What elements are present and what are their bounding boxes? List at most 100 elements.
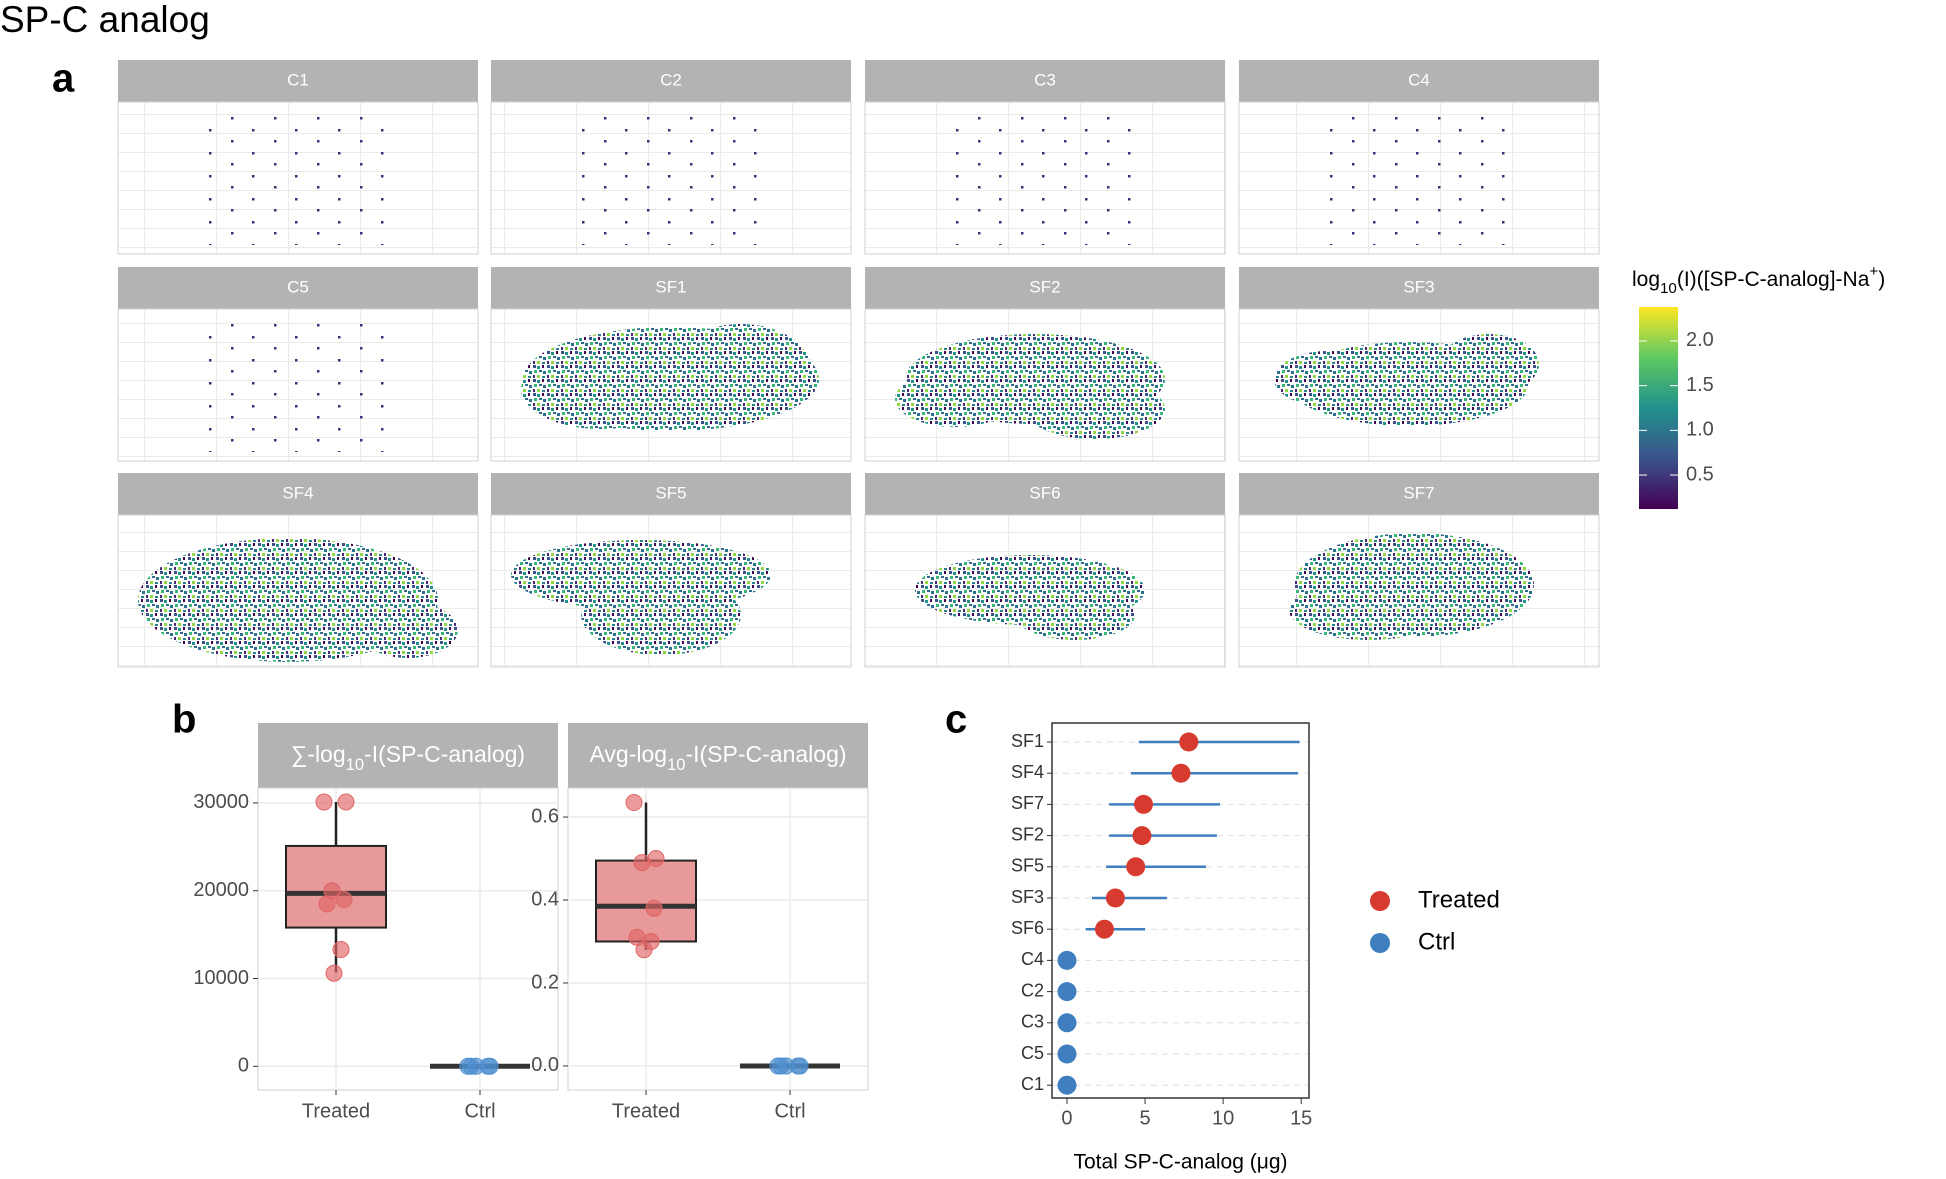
figure-title: SP-C analog [0, 0, 210, 40]
panel-label: a [52, 57, 75, 101]
tissue [895, 371, 1015, 427]
strip-label: SF3 [1403, 277, 1434, 296]
text-part: -I(SP-C-analog) [685, 741, 846, 767]
text-part: log [1632, 268, 1660, 291]
y-tick-label: SF1 [1011, 731, 1044, 751]
y-tick-label: 0.2 [531, 971, 559, 993]
strip [1239, 267, 1599, 309]
strip [491, 60, 851, 102]
y-tick-label: SF5 [1011, 856, 1044, 876]
point [1171, 763, 1191, 783]
y-tick-label: 0.4 [531, 888, 559, 910]
strip-label: SF2 [1029, 277, 1060, 296]
y-tick-label: SF4 [1011, 762, 1044, 782]
text-part: Avg-log [589, 741, 667, 767]
strip [118, 267, 478, 309]
sparse-signal [571, 110, 771, 245]
point [635, 941, 653, 959]
strip-label: C4 [1408, 70, 1430, 89]
strip-label: SF7 [1403, 483, 1434, 502]
point [1057, 1013, 1077, 1033]
panel-label: b [172, 698, 196, 742]
point [633, 854, 651, 872]
point [1179, 732, 1199, 752]
y-tick-label: 20000 [193, 879, 249, 901]
point [335, 890, 353, 908]
tissue-image [945, 110, 1145, 245]
strip [258, 723, 558, 788]
strip-label: C5 [287, 277, 309, 296]
y-tick-label: 0.6 [531, 805, 559, 827]
tissue [1274, 351, 1384, 407]
point [645, 899, 663, 917]
tissue [358, 602, 458, 658]
panel-label: c [945, 698, 967, 742]
tissue [1289, 580, 1449, 640]
point [1105, 888, 1125, 908]
point [1057, 1075, 1077, 1095]
tissue-image [915, 555, 1145, 640]
colorbar-title: log10(I)([SP-C-analog]-Na+) [1632, 263, 1885, 297]
legend-marker [1370, 891, 1390, 911]
colorbar-tick-label: 1.0 [1686, 419, 1714, 441]
y-tick-label: C3 [1021, 1012, 1044, 1032]
strip-label: Avg-log10-I(SP-C-analog) [589, 741, 846, 774]
x-tick-label: 10 [1212, 1107, 1234, 1129]
point [1057, 950, 1077, 970]
tissue-image [1274, 334, 1539, 426]
tissue-image [1319, 110, 1519, 245]
x-tick-label: Ctrl [464, 1100, 495, 1122]
point [1126, 857, 1146, 877]
y-tick-label: 30000 [193, 791, 249, 813]
x-tick-label: 0 [1061, 1107, 1072, 1129]
strip-label: C1 [287, 70, 309, 89]
point [1057, 1044, 1077, 1064]
strip [118, 473, 478, 515]
point [625, 794, 643, 812]
colorbar-tick-label: 2.0 [1686, 329, 1714, 351]
colorbar-tick-label: 1.5 [1686, 374, 1714, 396]
tissue-image [511, 540, 771, 655]
strip [568, 723, 868, 788]
x-tick-label: 15 [1290, 1107, 1312, 1129]
y-tick-label: SF7 [1011, 793, 1044, 813]
tissue [1015, 590, 1135, 640]
text-part: 10 [667, 755, 685, 774]
strip [1239, 473, 1599, 515]
y-tick-label: SF6 [1011, 918, 1044, 938]
y-tick-label: C4 [1021, 949, 1044, 969]
legend-label: Treated [1418, 886, 1500, 913]
tissue [581, 575, 741, 655]
text-part: ∑-log [291, 741, 346, 767]
point [789, 1057, 807, 1075]
text-part: -I(SP-C-analog) [364, 741, 525, 767]
x-tick-label: Ctrl [774, 1100, 805, 1122]
text-part: 10 [1660, 280, 1677, 297]
strip [865, 267, 1225, 309]
strip [865, 473, 1225, 515]
y-tick-label: SF3 [1011, 887, 1044, 907]
x-tick-label: 5 [1139, 1107, 1150, 1129]
tissue-image [198, 110, 398, 245]
x-axis-title: Total SP-C-analog (μg) [1073, 1151, 1287, 1174]
point [1132, 826, 1152, 846]
point [318, 895, 336, 913]
legend-label: Ctrl [1418, 928, 1455, 955]
point [332, 941, 350, 959]
strip-label: C3 [1034, 70, 1056, 89]
strip [865, 60, 1225, 102]
tissue-image [895, 334, 1165, 439]
strip [1239, 60, 1599, 102]
strip-label: SF5 [655, 483, 686, 502]
point [462, 1057, 480, 1075]
tissue-image [1289, 533, 1534, 640]
point [1094, 919, 1114, 939]
strip-label: SF6 [1029, 483, 1060, 502]
x-tick-label: Treated [612, 1100, 680, 1122]
plot-panel [1052, 723, 1309, 1098]
sparse-signal [198, 110, 398, 245]
tissue-image [571, 110, 771, 245]
legend-marker [1370, 933, 1390, 953]
plot-panel [257, 787, 559, 1091]
